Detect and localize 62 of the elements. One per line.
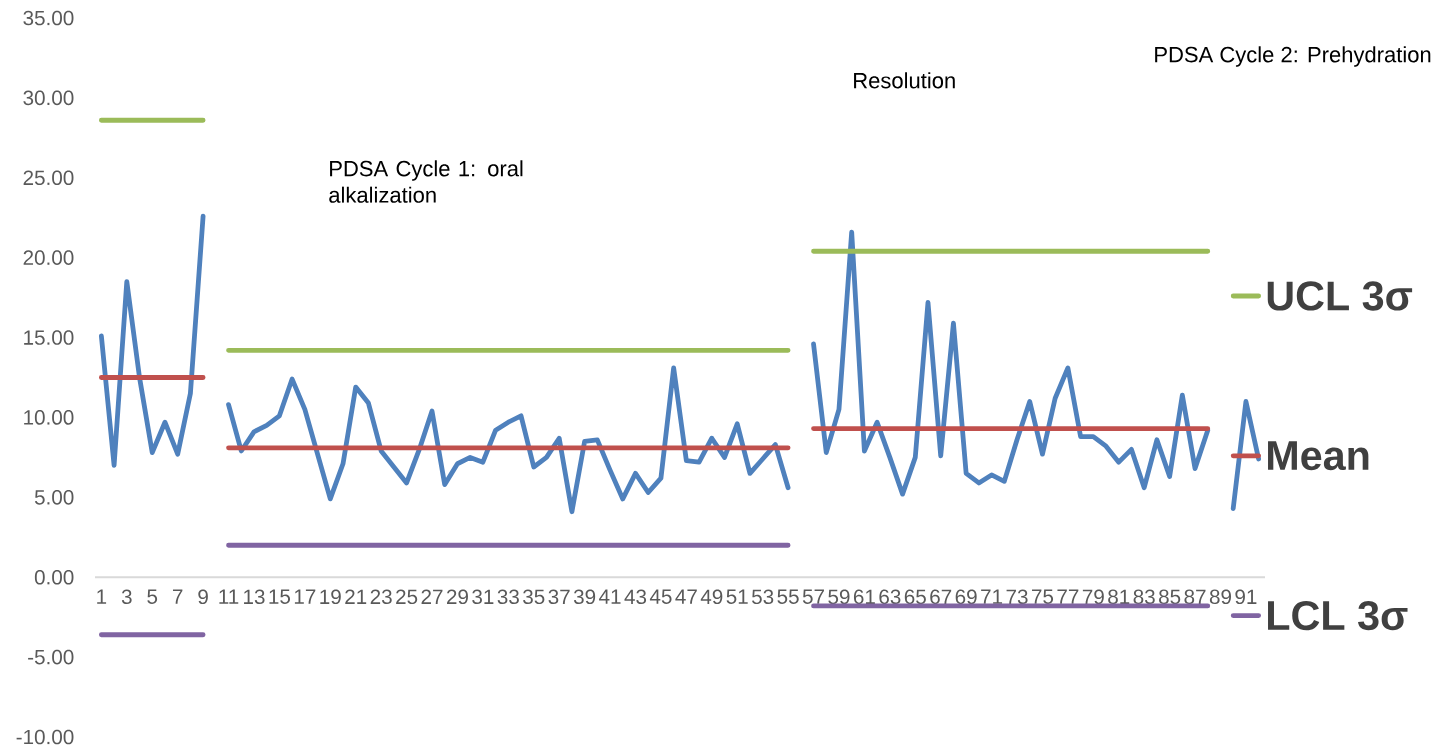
x-tick-label: 9 [198, 589, 208, 605]
x-tick-label: 71 [981, 589, 1003, 604]
x-tick-label: 17 [294, 589, 316, 604]
x-tick-label: 13 [244, 589, 265, 605]
x-tick-label: 77 [1057, 589, 1079, 604]
x-tick-label: 47 [675, 589, 697, 604]
series-label: UCL 3σ [1267, 281, 1413, 311]
x-tick-label: 59 [828, 589, 850, 605]
y-tick-label: 15.00 [24, 330, 74, 345]
x-tick-label: 67 [930, 589, 952, 605]
annotation: Resolution [854, 72, 955, 89]
x-tick-label: 15 [269, 589, 291, 604]
y-tick-label: -5.00 [28, 649, 74, 665]
x-tick-label: 73 [1006, 589, 1028, 605]
x-tick-label: 69 [955, 589, 977, 605]
x-tick-label: 45 [649, 589, 672, 604]
x-tick-label: 1 [97, 589, 107, 604]
x-tick-label: 37 [548, 589, 570, 605]
y-tick-label: 30.00 [23, 90, 74, 106]
x-tick-label: 25 [396, 589, 418, 605]
x-tick-label: 23 [370, 589, 392, 605]
x-tick-label: 21 [345, 589, 367, 604]
x-tick-label: 51 [726, 589, 748, 604]
y-tick-label: 35.00 [23, 10, 74, 26]
y-tick-label: 20.00 [23, 250, 74, 265]
x-tick-label: 85 [1159, 589, 1181, 605]
x-tick-label: 33 [497, 589, 519, 605]
x-tick-label: 53 [752, 589, 774, 605]
x-tick-label: 39 [573, 589, 596, 605]
y-tick-label: 10.00 [24, 410, 74, 425]
x-tick-label: 61 [853, 589, 875, 605]
x-tick-label: 29 [447, 589, 468, 605]
annotation: PDSA Cycle 2: Prehydration [1155, 46, 1431, 67]
x-tick-label: 81 [1108, 589, 1130, 605]
y-tick-label: -10.00 [16, 729, 74, 745]
x-tick-label: 31 [472, 589, 494, 605]
x-tick-label: 5 [147, 589, 158, 604]
x-tick-label: 11 [219, 589, 239, 604]
x-tick-label: 89 [1209, 589, 1231, 605]
x-tick-label: 65 [904, 589, 926, 605]
x-tick-label: 63 [879, 589, 901, 605]
x-tick-label: 19 [320, 589, 341, 605]
y-tick-label: 0.00 [34, 569, 74, 585]
x-tick-label: 57 [802, 589, 824, 604]
x-tick-label: 35 [523, 589, 545, 605]
y-tick-label: 5.00 [34, 490, 74, 505]
annotation: PDSA Cycle 1: oral alkalization [329, 160, 523, 203]
x-tick-label: 91 [1235, 589, 1257, 605]
x-tick-label: 75 [1032, 589, 1054, 604]
x-tick-label: 83 [1133, 589, 1155, 605]
x-tick-label: 41 [599, 589, 621, 604]
x-tick-label: 27 [421, 589, 443, 604]
y-tick-label: 25.00 [23, 170, 74, 186]
x-tick-label: 55 [777, 589, 799, 604]
series-label: Mean [1268, 441, 1369, 471]
x-tick-label: 7 [172, 589, 183, 604]
x-tick-label: 87 [1184, 589, 1206, 605]
series-label: LCL 3σ [1268, 600, 1408, 631]
x-tick-label: 3 [121, 589, 132, 605]
x-tick-label: 79 [1082, 589, 1104, 605]
x-tick-label: 49 [700, 589, 723, 605]
x-tick-label: 43 [624, 589, 647, 605]
